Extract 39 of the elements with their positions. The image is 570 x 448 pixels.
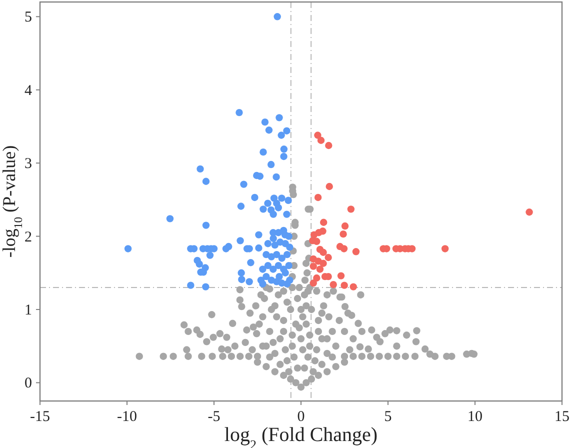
x-tick-label: 10 <box>468 409 482 425</box>
x-tick-label: -15 <box>30 409 50 425</box>
point <box>441 245 449 252</box>
point <box>341 222 349 230</box>
point <box>326 182 333 190</box>
point <box>316 266 324 273</box>
x-tick-label: -10 <box>117 409 137 425</box>
y-tick-label: 2 <box>24 229 32 246</box>
point <box>320 218 328 226</box>
point <box>325 142 332 150</box>
point <box>352 248 360 256</box>
point <box>314 194 322 202</box>
point <box>340 230 347 238</box>
x-tick-label: 5 <box>384 409 392 425</box>
point <box>310 280 317 287</box>
point <box>314 132 322 139</box>
point <box>313 238 320 245</box>
y-tick-label: 4 <box>24 82 32 99</box>
point <box>310 231 318 238</box>
point <box>313 274 320 282</box>
point <box>526 208 533 216</box>
point <box>324 254 332 262</box>
point <box>340 245 348 252</box>
point <box>320 260 327 267</box>
y-tick-label: 0 <box>24 376 32 392</box>
point <box>317 136 325 144</box>
point <box>310 262 317 270</box>
y-tick-label: 3 <box>24 156 32 172</box>
point <box>337 272 345 280</box>
y-tick-label: 5 <box>24 10 32 26</box>
point <box>347 206 355 213</box>
y-tick-label: 1 <box>24 302 32 318</box>
point <box>330 280 337 288</box>
point <box>340 282 348 289</box>
x-tick-label: 15 <box>554 409 570 425</box>
x-tick-label: 0 <box>297 409 305 425</box>
point <box>320 248 327 256</box>
point <box>350 283 357 290</box>
x-tick-label: -5 <box>208 409 220 425</box>
